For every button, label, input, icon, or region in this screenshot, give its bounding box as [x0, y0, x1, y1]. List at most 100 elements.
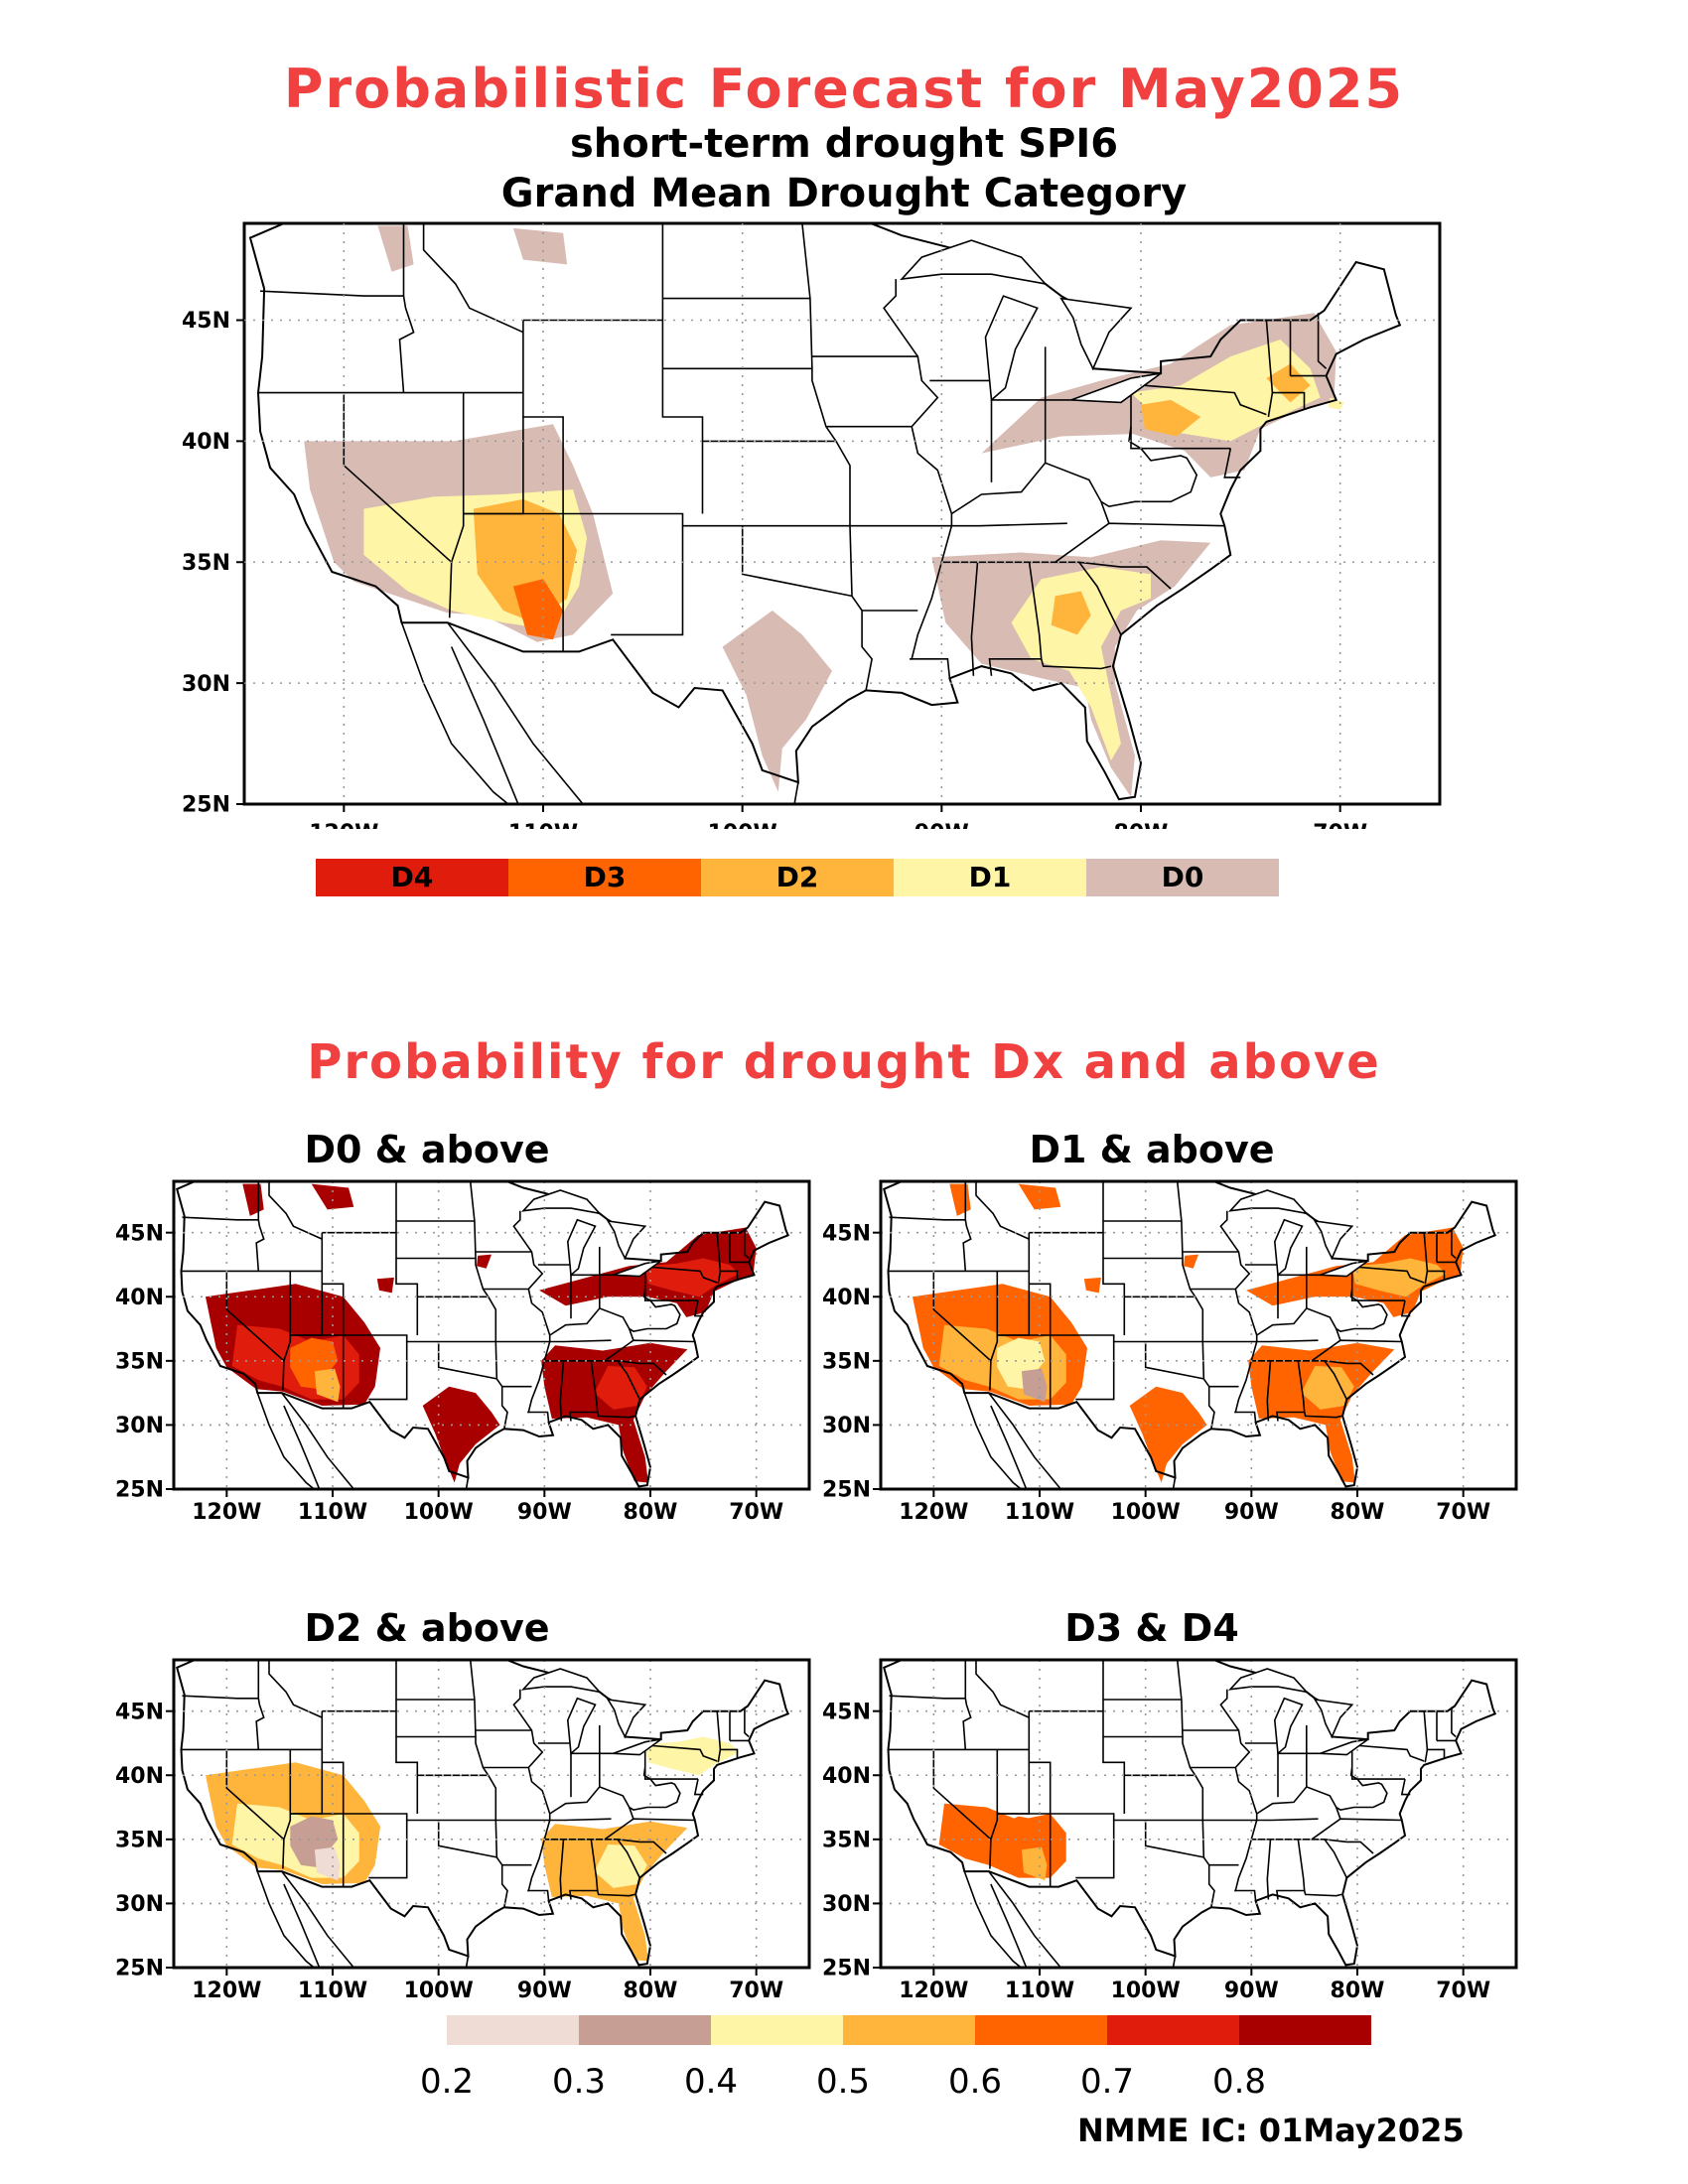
great-lake — [520, 1668, 602, 1694]
state-boundary — [717, 1271, 722, 1285]
state-boundary — [437, 1341, 497, 1380]
state-boundary — [268, 1181, 323, 1240]
state-boundary — [448, 392, 465, 618]
section-title: Probability for drought Dx and above — [307, 1034, 1381, 1090]
lat-tick-label: 40N — [115, 1286, 164, 1310]
lon-tick-label: 80W — [1331, 1979, 1385, 2003]
drought-region — [997, 1337, 1046, 1390]
state-boundary — [522, 319, 704, 514]
lon-tick-label: 90W — [1224, 1979, 1279, 2003]
state-boundary — [225, 1749, 285, 1841]
drought-region — [949, 1183, 971, 1216]
state-boundary — [512, 1210, 551, 1414]
state-boundary — [1324, 1360, 1348, 1400]
state-boundary — [652, 1744, 718, 1762]
mexico-coastline — [465, 1477, 470, 1489]
state-boundary — [1350, 1271, 1405, 1301]
lon-tick-label: 80W — [1114, 821, 1169, 829]
great-lake — [613, 1260, 662, 1278]
state-boundary — [989, 1749, 999, 1869]
state-boundary — [941, 522, 1225, 564]
lon-tick-label: 80W — [624, 1500, 678, 1525]
state-boundary — [744, 1228, 750, 1260]
state-boundary — [1176, 1660, 1196, 1776]
state-boundary — [463, 512, 850, 527]
state-boundary — [1256, 1818, 1319, 1822]
state-boundary — [1144, 384, 1267, 416]
state-boundary — [1195, 1296, 1205, 1379]
legend-label-d4: D4 — [391, 861, 434, 893]
drought-region — [1248, 1342, 1395, 1483]
ic-footer: NMME IC: 01May2025 — [1077, 2112, 1465, 2149]
panel-title-d0: D0 & above — [304, 1128, 550, 1171]
prob-legend-label: 0.5 — [816, 2062, 870, 2102]
prob-legend-swatch — [975, 2015, 1107, 2045]
lon-tick-label: 90W — [517, 1979, 572, 2003]
state-boundary — [1223, 448, 1241, 478]
mexico-coastline — [793, 781, 799, 804]
mexico-coastline — [1172, 1956, 1177, 1968]
state-boundary — [801, 223, 837, 442]
drought-region — [997, 1816, 1046, 1868]
legend-label-d1: D1 — [969, 861, 1012, 893]
state-boundary — [1176, 1181, 1196, 1297]
state-boundary — [544, 1339, 695, 1362]
state-boundary — [549, 1306, 634, 1341]
state-boundary — [989, 1271, 999, 1391]
lat-tick-label: 35N — [182, 551, 230, 576]
drought-region — [644, 1736, 740, 1776]
drought-region — [477, 1254, 492, 1269]
state-boundary — [1251, 1818, 1402, 1841]
state-boundary — [975, 1181, 1030, 1240]
lon-tick-label: 100W — [708, 821, 777, 829]
lat-tick-label: 40N — [182, 430, 230, 455]
drought-region — [1184, 1254, 1198, 1269]
great-lake — [900, 239, 1048, 286]
lon-tick-label: 120W — [899, 1500, 968, 1525]
drought-region — [290, 1337, 339, 1390]
lon-tick-label: 120W — [899, 1979, 968, 2003]
drought-region — [290, 1816, 339, 1868]
drought-region — [1301, 1366, 1354, 1410]
mexico-coastline — [988, 1870, 1062, 1968]
state-boundary — [1256, 1339, 1319, 1343]
state-boundary — [1423, 1232, 1446, 1281]
legend-swatch-d3 — [508, 859, 701, 896]
state-boundary — [255, 1181, 265, 1272]
great-lake — [1273, 1218, 1304, 1277]
state-boundary — [282, 1749, 292, 1869]
lon-tick-label: 70W — [729, 1979, 783, 2003]
drought-region — [512, 579, 564, 640]
drought-region — [314, 1368, 341, 1403]
state-boundary — [1359, 1744, 1425, 1762]
state-boundary — [182, 1695, 259, 1700]
state-boundary — [437, 1820, 497, 1858]
great-lake — [1320, 1738, 1369, 1756]
state-boundary — [997, 1813, 1203, 1822]
drought-region — [1141, 399, 1201, 437]
prob-legend-label: 0.3 — [552, 2062, 606, 2102]
great-lake — [1059, 297, 1133, 371]
lon-tick-label: 110W — [1005, 1979, 1074, 2003]
great-lake — [1313, 1698, 1354, 1739]
subtitle-category: Grand Mean Drought Category — [500, 171, 1188, 216]
drought-region — [722, 611, 832, 792]
lon-tick-label: 90W — [1224, 1500, 1279, 1525]
lat-tick-label: 40N — [115, 1764, 164, 1789]
drought-region — [594, 1844, 647, 1888]
state-boundary — [527, 1411, 550, 1423]
state-boundary — [544, 1818, 695, 1841]
state-boundary — [1424, 1749, 1429, 1763]
state-boundary — [1256, 1785, 1341, 1820]
drought-region — [376, 1277, 394, 1294]
prob-legend-swatch — [579, 2015, 711, 2045]
drought-region — [242, 1183, 264, 1216]
drought-region — [1083, 1277, 1101, 1294]
state-boundary — [527, 1889, 550, 1901]
main-title: Probabilistic Forecast for May2025 — [283, 58, 1405, 120]
state-boundary — [1303, 1890, 1342, 1897]
lon-tick-label: 120W — [192, 1979, 261, 2003]
state-boundary — [962, 1181, 972, 1272]
mexico-coastline — [400, 621, 519, 804]
lon-tick-label: 70W — [729, 1500, 783, 1525]
